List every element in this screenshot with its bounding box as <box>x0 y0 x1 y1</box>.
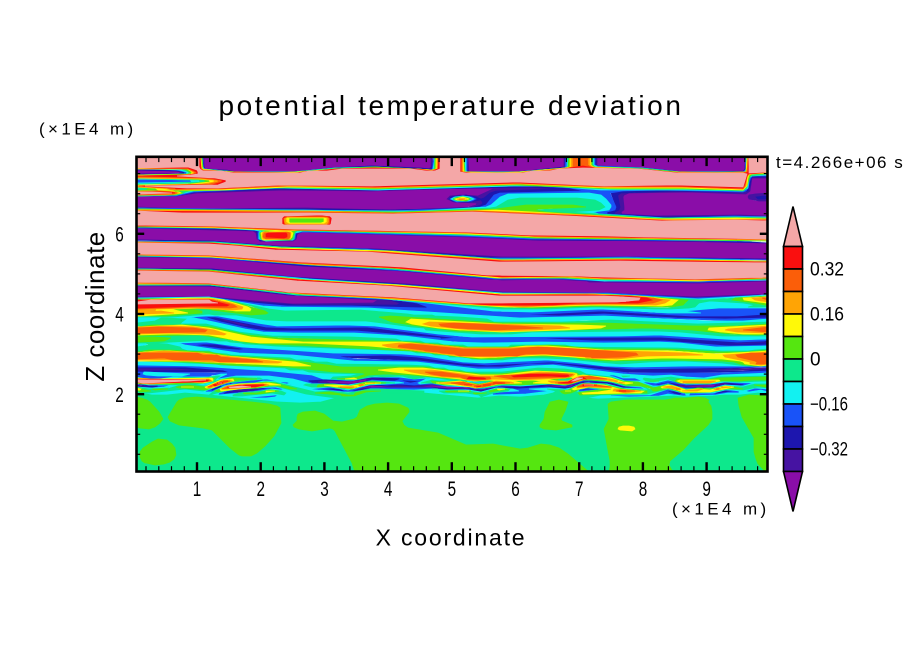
svg-text:0: 0 <box>810 349 821 370</box>
svg-text:0.32: 0.32 <box>810 259 844 280</box>
svg-text:8: 8 <box>639 478 648 501</box>
svg-text:3: 3 <box>320 478 329 501</box>
svg-text:4: 4 <box>384 478 393 501</box>
svg-text:−0.16: −0.16 <box>810 394 848 415</box>
svg-text:t=4.266e+06 s: t=4.266e+06 s <box>776 153 904 172</box>
svg-text:1: 1 <box>193 478 202 501</box>
svg-text:potential temperature deviatio: potential temperature deviation <box>218 90 683 121</box>
svg-text:2: 2 <box>257 478 266 501</box>
svg-text:X coordinate: X coordinate <box>376 525 527 551</box>
svg-text:(×1E4 m): (×1E4 m) <box>39 120 137 139</box>
svg-text:5: 5 <box>448 478 457 501</box>
svg-text:2: 2 <box>115 384 124 407</box>
svg-text:6: 6 <box>115 223 124 246</box>
svg-text:9: 9 <box>702 478 711 501</box>
svg-text:(×1E4 m): (×1E4 m) <box>672 500 770 519</box>
svg-text:4: 4 <box>115 304 124 327</box>
svg-text:Z coordinate: Z coordinate <box>80 231 110 382</box>
svg-text:0.16: 0.16 <box>810 304 844 325</box>
svg-text:6: 6 <box>511 478 520 501</box>
svg-text:7: 7 <box>575 478 584 501</box>
svg-text:−0.32: −0.32 <box>810 439 848 460</box>
